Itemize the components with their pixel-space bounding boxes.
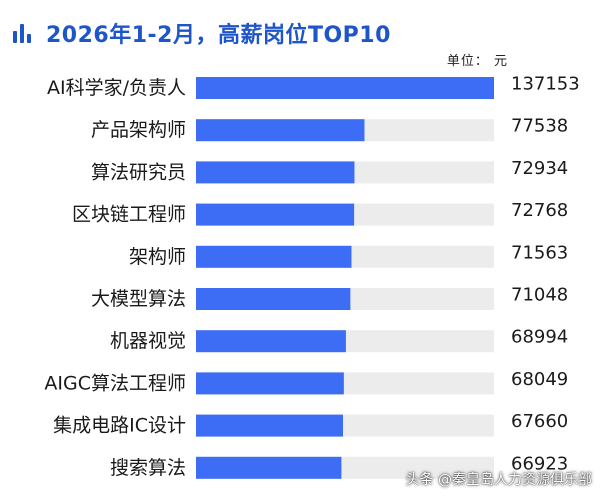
bar	[196, 372, 344, 395]
chart-title: 2026年1-2月，高薪岗位TOP10	[46, 23, 391, 48]
category-label: 机器视觉	[110, 330, 186, 352]
value-label: 71048	[511, 285, 568, 306]
bar	[196, 161, 355, 184]
value-label: 67660	[511, 411, 568, 432]
value-label: 68994	[511, 327, 568, 348]
bar	[196, 203, 355, 226]
category-label: 算法研究员	[91, 161, 186, 183]
bar-chart-icon	[13, 24, 31, 43]
title-row: 2026年1-2月，高薪岗位TOP10	[12, 16, 391, 50]
unit-label: 单位： 元	[446, 54, 508, 69]
value-label: 72934	[511, 158, 568, 179]
bar	[196, 456, 342, 479]
watermark: 头条 @秦皇岛人力资源俱乐部	[405, 472, 592, 488]
category-label: 产品架构师	[91, 119, 186, 141]
value-label: 77538	[511, 116, 568, 137]
bar	[196, 288, 351, 310]
value-label: 66923	[511, 453, 568, 474]
bar	[196, 77, 494, 99]
bar	[196, 119, 365, 142]
category-label: AI科学家/负责人	[47, 77, 186, 99]
value-label: 72768	[511, 200, 568, 221]
category-label: 大模型算法	[91, 288, 186, 310]
category-label: 架构师	[129, 246, 186, 268]
value-label: 137153	[511, 74, 580, 95]
category-label: 集成电路IC设计	[53, 415, 186, 437]
bar	[196, 330, 346, 353]
value-label: 68049	[511, 369, 568, 390]
category-label: AIGC算法工程师	[44, 372, 186, 394]
value-label: 71563	[511, 242, 568, 263]
bar	[196, 245, 352, 268]
category-label: 搜索算法	[110, 457, 186, 479]
bar	[196, 414, 344, 437]
category-label: 区块链工程师	[72, 204, 186, 226]
